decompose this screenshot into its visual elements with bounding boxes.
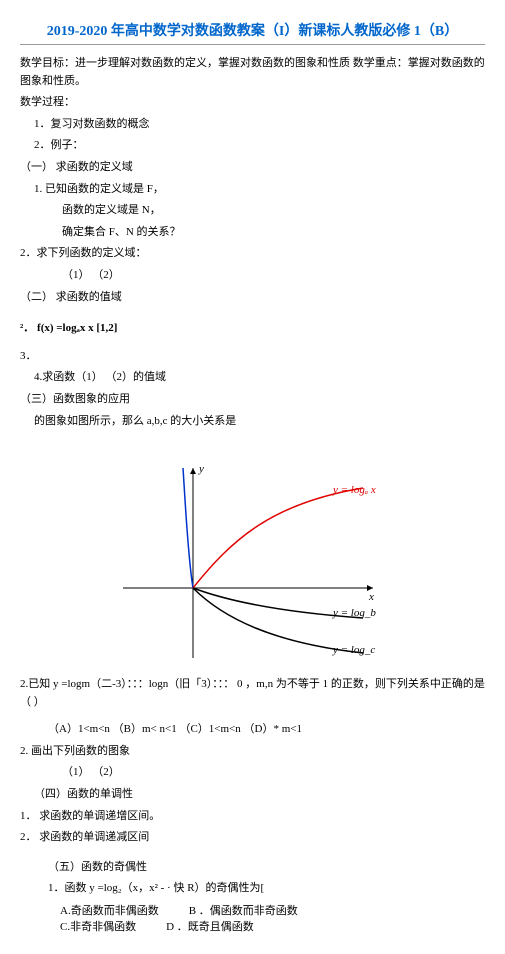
question-2: 2.已知 y =logm（二-3）：：：logn（旧「3）：：： 0 ，m,n … [20, 676, 485, 711]
item-7: 2． 求函数的单调递减区间 [20, 829, 485, 847]
title-divider [20, 44, 485, 45]
option-a: A.奇函数而非偶函数 [60, 902, 159, 918]
item-6: 1． 求函数的单调递增区间。 [20, 808, 485, 826]
section-1-1: 1. 已知函数的定义域是 F， [20, 181, 485, 199]
item-5: 2. 画出下列函数的图象 [20, 743, 485, 761]
section-3-1: 的图象如图所示，那么 a,b,c 的大小关系是 [20, 413, 485, 431]
item-5a: （1） （2） [20, 764, 485, 782]
item-2: 2．例子： [20, 137, 485, 155]
svg-text:y = log_c: y = log_c [332, 644, 375, 656]
proc-label: 数学过程： [20, 94, 485, 112]
section-4: （四）函数的单调性 [20, 786, 485, 804]
item-1: 1．复习对数函数的概念 [20, 116, 485, 134]
section-1: （一） 求函数的定义域 [20, 159, 485, 177]
equation-1: ²． f(x) =logₐx x [1,2] [20, 320, 485, 338]
section-3: （三）函数图象的应用 [20, 391, 485, 409]
item-3: 2．求下列函数的定义域： [20, 245, 485, 263]
intro-text: 数学目标：进一步理解对数函数的定义，掌握对数函数的图象和性质 数学重点：掌握对数… [20, 55, 485, 90]
item-8: 1．函数 y =log₂（x，x² - · 快 R）的奇偶性为[ [20, 880, 485, 898]
section-1-3: 确定集合 F、N 的关系？ [20, 224, 485, 242]
item-4a: 4.求函数（1） （2）的值域 [20, 369, 485, 387]
page-title: 2019-2020 年高中数学对数函数教案（I）新课标人教版必修 1（B） [20, 20, 485, 40]
item-3a: （1） （2） [20, 267, 485, 285]
section-2: （二） 求函数的值域 [20, 289, 485, 307]
svg-text:y = logₐ x: y = logₐ x [332, 484, 376, 496]
svg-text:y: y [198, 463, 204, 475]
section-1-2: 函数的定义域是 N， [20, 202, 485, 220]
option-d: D ．既奇且偶函数 [166, 918, 254, 934]
log-chart: x y y = logₐ x y = log_by = log_c [93, 438, 413, 668]
question-2-options: （A）1<m<n （B）m< n<1 （C）1<m<n （D）* m<1 [20, 721, 485, 739]
svg-text:x: x [368, 591, 374, 603]
option-b: B ．偶函数而非奇函数 [189, 902, 298, 918]
svg-text:y = log_b: y = log_b [332, 607, 376, 619]
item-4: 3． [20, 348, 485, 366]
section-5: （五）函数的奇偶性 [20, 859, 485, 877]
option-c: C.非奇非偶函数 [60, 918, 136, 934]
